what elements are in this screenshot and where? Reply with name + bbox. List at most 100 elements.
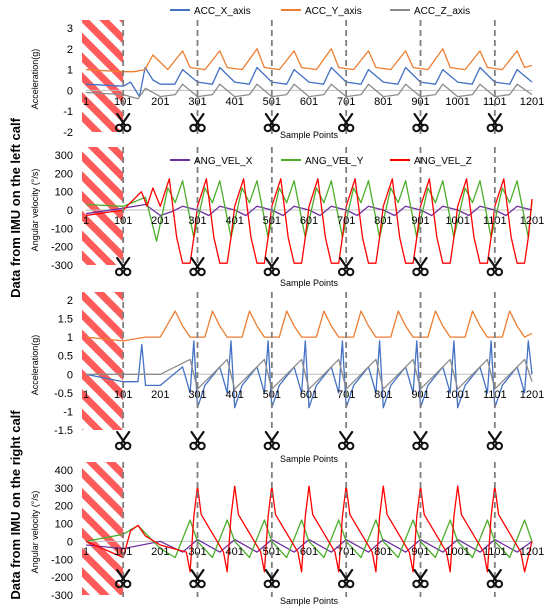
y-tick-label: -300 [51,260,73,272]
scissors-blade [339,430,350,445]
scissors-handle [197,579,206,589]
scissors-blade [413,430,424,445]
scissors-icon [114,112,132,133]
scissors-handle [189,441,198,451]
scissors-handle [345,441,355,451]
scissors-handle [494,579,504,589]
scissors-handle [486,123,496,133]
scissors-handle [345,123,355,133]
y-tick-label: 1.5 [58,314,73,326]
scissors-icon [189,568,206,589]
x-tick-label: 801 [374,546,392,558]
legend-label-acc-x-axis: ACC_X_axis [194,6,251,17]
scissors-handle [197,441,206,451]
scissors-handle [271,579,281,589]
scissors-handle [114,267,124,277]
scissors-blade [339,568,350,583]
scissors-handle [197,267,206,277]
x-tick-label: 401 [225,96,243,108]
scissors-handle [271,123,281,133]
series-ang-vel-x [85,203,533,217]
scissors-blade [116,430,127,445]
x-tick-label: 401 [225,389,243,401]
scissors-handle [420,123,429,133]
excluded-region [82,462,124,595]
y-axis-label: Acceleration(g) [30,335,40,396]
scissors-icon [114,256,132,277]
x-tick-label: 1 [83,96,89,108]
x-tick-label: 1001 [445,546,469,558]
y-tick-label: -1 [63,106,73,118]
scissors-handle [486,579,496,589]
x-tick-label: 1201 [520,389,544,401]
scissors-icon [412,112,429,133]
y-tick-label: 0.5 [58,351,73,363]
y-tick-label: 2 [67,44,73,56]
scissors-handle [189,579,198,589]
y-tick-label: -300 [51,590,73,602]
scissors-handle [114,123,124,133]
scissors-handle [337,123,347,133]
scissors-blade [339,256,350,271]
scissors-handle [345,579,355,589]
y-tick-label: 0 [67,205,73,217]
y-tick-label: -0.5 [54,388,73,400]
scissors-handle [337,579,347,589]
scissors-handle [114,579,124,589]
x-tick-label: 1 [83,215,89,227]
legend-label-acc-z-axis: ACC_Z_axis [414,6,470,17]
scissors-icon [486,256,504,277]
panel-left-gyro: -300 -200 -100 0 100 200 300 Angular velocity (… [30,147,544,288]
y-tick-label: 200 [55,168,73,180]
scissors-handle [271,441,281,451]
x-tick-label: 201 [151,96,169,108]
scissors-blade [264,112,275,127]
scissors-icon [263,256,281,277]
scissors-blade [413,568,424,583]
y-tick-label: 1 [67,65,73,77]
scissors-handle [420,267,429,277]
y-tick-label: 2 [67,295,73,307]
scissors-blade [264,430,275,445]
series-acc-y-axis [85,48,533,73]
scissors-handle [189,267,198,277]
x-tick-label: 801 [374,96,392,108]
series-ang-vel-z [85,485,533,573]
y-tick-label: -1 [63,406,73,418]
scissors-blade [413,256,424,271]
x-tick-label: 401 [225,546,243,558]
x-tick-label: 801 [374,389,392,401]
x-tick-label: 1201 [520,215,544,227]
legend-label-acc-y-axis: ACC_Y_axis [305,6,362,17]
scissors-handle [345,267,355,277]
series-acc-z-axis [86,358,533,390]
x-tick-label: 801 [374,215,392,227]
panel-right-gyro: -300 -200 -100 0 100 200 300 400 Angular velocit… [30,462,544,606]
scissors-icon [412,430,429,451]
x-tick-label: 401 [225,215,243,227]
scissors-handle [412,579,421,589]
scissors-blade [487,430,498,445]
y-axis-label: Acceleration(g) [30,49,40,110]
legend-label-ang-vel-y: ANG_VEL_Y [305,156,364,167]
scissors-blade [487,256,498,271]
panel-right-acc: -1.5-1-0.500.511.52Acceleration(g)110120… [30,292,544,464]
x-tick-label: 1 [83,389,89,401]
scissors-blade [264,256,275,271]
scissors-icon [189,430,206,451]
y-tick-label: -100 [51,554,73,566]
scissors-blade [190,256,201,271]
scissors-icon [337,430,355,451]
y-axis-label: Angular velocity (°/s) [30,169,40,252]
y-tick-label: 0 [67,369,73,381]
scissors-blade [190,568,201,583]
scissors-handle [122,123,132,133]
y-tick-label: -200 [51,242,73,254]
y-tick-label: -2 [63,127,73,139]
scissors-handle [420,579,429,589]
scissors-icon [263,430,281,451]
scissors-handle [122,579,132,589]
side-label-0: Data from IMU on the left calf [8,117,23,298]
scissors-handle [420,441,429,451]
x-tick-label: 1001 [445,389,469,401]
